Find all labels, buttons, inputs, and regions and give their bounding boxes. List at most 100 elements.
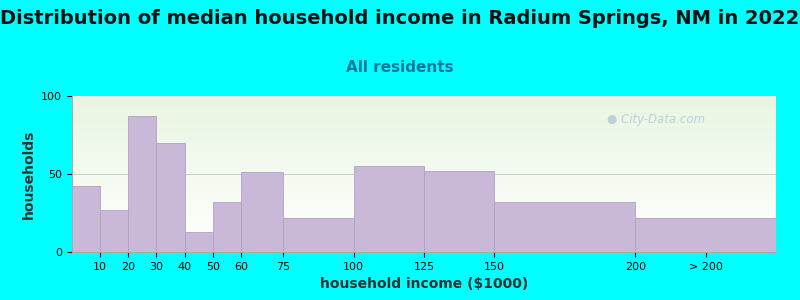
Bar — [72, 213, 776, 214]
Bar — [72, 210, 776, 212]
Bar — [72, 221, 776, 222]
Bar — [72, 222, 776, 224]
Bar — [72, 149, 776, 151]
Bar — [72, 249, 776, 250]
Bar — [72, 169, 776, 171]
Bar — [72, 187, 776, 188]
Bar — [72, 102, 776, 104]
Bar — [72, 246, 776, 247]
Bar — [72, 185, 776, 187]
Bar — [72, 119, 776, 121]
Bar — [72, 229, 776, 230]
Bar — [72, 104, 776, 105]
Bar — [72, 219, 776, 221]
Bar — [72, 194, 776, 196]
Bar — [72, 205, 776, 207]
Bar — [72, 118, 776, 119]
Bar — [72, 154, 776, 155]
Bar — [72, 199, 776, 200]
Bar — [72, 115, 776, 116]
Bar — [72, 99, 776, 101]
Bar — [72, 233, 776, 235]
Text: ● City-Data.com: ● City-Data.com — [607, 113, 706, 126]
Bar — [72, 110, 776, 112]
Bar — [72, 155, 776, 157]
Bar — [72, 208, 776, 210]
Bar — [72, 168, 776, 169]
Bar — [72, 165, 776, 166]
Bar — [72, 182, 776, 183]
Bar — [72, 244, 776, 246]
Bar — [72, 116, 776, 118]
Bar — [635, 218, 776, 252]
Bar — [72, 144, 776, 146]
Text: All residents: All residents — [346, 60, 454, 75]
Bar — [72, 105, 776, 107]
Bar — [72, 180, 776, 182]
Bar — [72, 247, 776, 249]
Bar — [72, 172, 776, 174]
Bar — [72, 191, 776, 193]
Bar — [72, 160, 776, 161]
Bar — [72, 214, 776, 216]
Bar — [72, 230, 776, 232]
Bar — [72, 136, 776, 138]
Bar — [72, 101, 776, 102]
Bar — [72, 190, 776, 191]
Bar — [72, 232, 776, 233]
Bar — [72, 179, 776, 180]
Bar — [72, 98, 776, 99]
Bar — [72, 236, 776, 238]
Bar — [72, 188, 776, 190]
Bar — [72, 193, 776, 194]
Bar — [72, 157, 776, 158]
Bar — [72, 226, 776, 227]
Bar — [72, 174, 776, 176]
Bar — [72, 113, 776, 115]
Bar — [72, 235, 776, 236]
Text: Distribution of median household income in Radium Springs, NM in 2022: Distribution of median household income … — [0, 9, 800, 28]
Bar — [72, 204, 776, 205]
Bar — [72, 122, 776, 124]
Bar — [72, 212, 776, 213]
Bar — [72, 141, 776, 143]
Bar — [424, 171, 494, 252]
Bar — [72, 196, 776, 197]
Bar — [72, 129, 776, 130]
Bar — [157, 143, 185, 252]
Bar — [72, 241, 776, 243]
Bar — [72, 158, 776, 160]
Bar — [241, 172, 283, 252]
Bar — [72, 207, 776, 208]
Bar — [72, 124, 776, 126]
Bar — [72, 250, 776, 252]
Bar — [72, 183, 776, 185]
Bar — [72, 107, 776, 109]
Bar — [72, 202, 776, 204]
Bar — [72, 218, 776, 219]
Bar — [72, 112, 776, 113]
Bar — [72, 224, 776, 226]
Bar — [72, 187, 100, 252]
Bar — [72, 109, 776, 110]
Bar — [72, 96, 776, 98]
Bar — [72, 171, 776, 172]
Bar — [72, 140, 776, 141]
X-axis label: household income ($1000): household income ($1000) — [320, 277, 528, 291]
Bar — [72, 143, 776, 144]
Bar — [72, 138, 776, 140]
Bar — [185, 232, 213, 252]
Bar — [72, 130, 776, 132]
Bar — [72, 239, 776, 241]
Bar — [72, 166, 776, 168]
Bar — [72, 135, 776, 136]
Bar — [72, 132, 776, 134]
Bar — [72, 200, 776, 202]
Bar — [72, 152, 776, 154]
Bar — [213, 202, 241, 252]
Bar — [72, 121, 776, 122]
Bar — [72, 161, 776, 163]
Bar — [128, 116, 157, 252]
Bar — [72, 197, 776, 199]
Bar — [72, 177, 776, 179]
